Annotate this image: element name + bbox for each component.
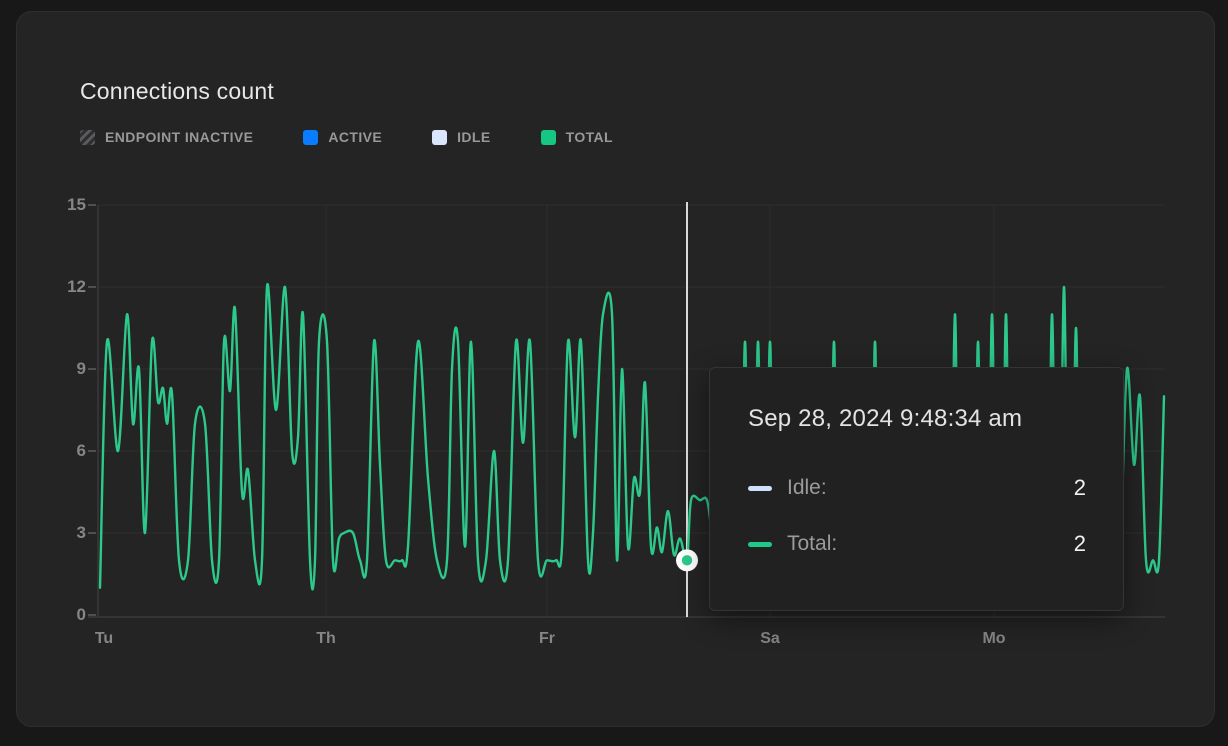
chart-tooltip: Sep 28, 2024 9:48:34 am Idle: 2 Total: 2	[709, 367, 1124, 611]
x-axis-label-th: Th	[316, 630, 336, 647]
idle-series-dash-icon	[748, 485, 772, 491]
y-axis-label-15: 15	[67, 195, 86, 214]
x-axis-label-fr: Fr	[539, 630, 555, 647]
x-axis-label-mo: Mo	[982, 630, 1006, 647]
y-axis-label-3: 3	[76, 523, 86, 542]
tooltip-row-total: Total: 2	[748, 529, 1086, 559]
endpoint-inactive-swatch-icon	[80, 129, 95, 145]
chart-title: Connections count	[80, 78, 274, 104]
x-axis-label-tu: Tu	[94, 630, 114, 647]
legend-label: ACTIVE	[328, 129, 383, 145]
tooltip-row-idle: Idle: 2	[748, 473, 1086, 503]
tooltip-series-value: 2	[1073, 475, 1086, 500]
legend-item-total[interactable]: TOTAL	[540, 129, 613, 145]
y-axis-label-6: 6	[76, 441, 86, 460]
y-axis-label-9: 9	[76, 359, 86, 378]
idle-swatch-icon	[432, 129, 448, 145]
total-series-dash-icon	[748, 541, 772, 547]
legend-item-endpoint-inactive[interactable]: ENDPOINT INACTIVE	[80, 129, 253, 145]
legend-label: TOTAL	[565, 129, 613, 145]
legend-label: ENDPOINT INACTIVE	[105, 129, 254, 145]
legend-item-idle[interactable]: IDLE	[432, 129, 491, 145]
y-axis-label-12: 12	[67, 277, 86, 296]
legend-label: IDLE	[457, 129, 491, 145]
tooltip-series-label: Total:	[787, 532, 838, 555]
tooltip-series-label: Idle:	[787, 476, 827, 499]
chart-legend: ENDPOINT INACTIVE ACTIVE IDLE TOTAL	[80, 129, 613, 145]
total-swatch-icon	[540, 129, 556, 145]
y-axis-label-0: 0	[76, 605, 86, 624]
tooltip-rows: Idle: 2 Total: 2	[748, 473, 1086, 559]
active-swatch-icon	[303, 129, 319, 145]
x-axis-label-sa: Sa	[760, 630, 780, 647]
legend-item-active[interactable]: ACTIVE	[303, 129, 382, 145]
tooltip-series-value: 2	[1073, 531, 1086, 556]
tooltip-timestamp: Sep 28, 2024 9:48:34 am	[748, 405, 1023, 432]
active-point-marker-dot	[681, 555, 693, 566]
